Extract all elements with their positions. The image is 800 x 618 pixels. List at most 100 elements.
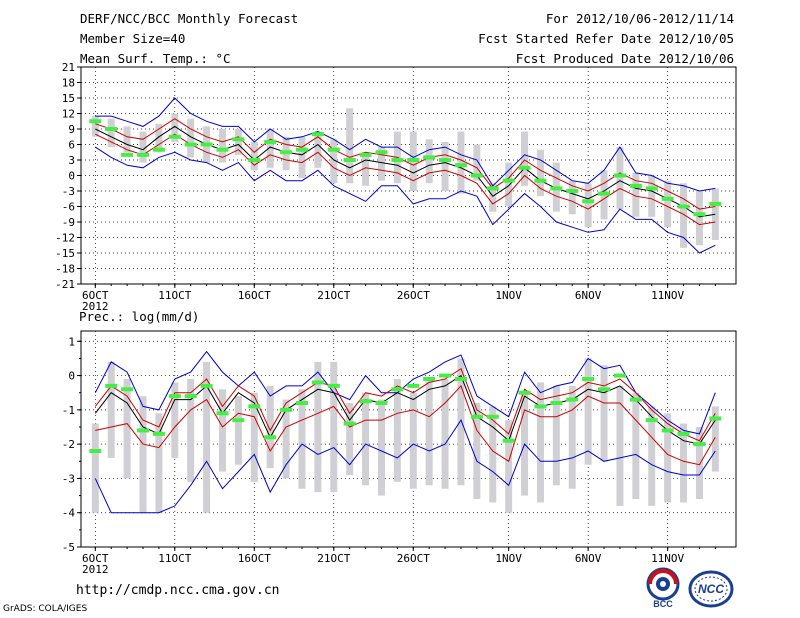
- prec-obs-marker: [311, 380, 324, 385]
- prec-obs-marker: [152, 431, 165, 436]
- temp-obs-marker: [629, 183, 642, 188]
- prec-ensemble-box: [568, 385, 576, 489]
- temp-x-tick-label: 6NOV: [575, 289, 602, 302]
- fcst-started-label: Fcst Started Refer Date 2012/10/05: [478, 31, 734, 46]
- prec-ensemble-box: [457, 358, 465, 486]
- prec-y-tick-label: 1: [68, 335, 75, 348]
- temp-y-tick-label: -3: [62, 185, 75, 198]
- prec-y-tick-label: -4: [62, 507, 76, 520]
- temp-y-tick-label: -21: [55, 278, 75, 291]
- prec-ensemble-box: [536, 382, 544, 503]
- prec-obs-marker: [550, 401, 563, 405]
- prec-obs-marker: [423, 377, 436, 381]
- prec-x-tick-label: 21OCT: [317, 552, 350, 565]
- temp-obs-marker: [407, 158, 420, 162]
- prec-ensemble-box: [330, 361, 338, 493]
- temp-obs-marker: [582, 199, 595, 204]
- temp-ensemble-box: [441, 141, 449, 191]
- prec-min-line: [94, 419, 716, 514]
- temp-obs-marker: [121, 152, 134, 157]
- prec-obs-marker: [677, 431, 690, 436]
- prec-obs-marker: [343, 421, 356, 426]
- temp-y-tick-label: 18: [62, 77, 75, 90]
- prec-obs-marker: [661, 428, 674, 433]
- prec-y-tick-label: 0: [68, 370, 75, 383]
- prec-obs-marker: [629, 397, 642, 402]
- temp-ensemble-box: [680, 183, 688, 248]
- temp-ensemble-box: [171, 113, 179, 142]
- prec-obs-marker: [693, 442, 706, 447]
- temp-obs-marker: [677, 204, 690, 209]
- temp-obs-marker: [343, 158, 356, 162]
- temp-y-tick-label: 0: [68, 170, 75, 183]
- prec-obs-marker: [232, 418, 245, 423]
- prec-x-tick-label: 6NOV: [575, 552, 602, 565]
- temp-y-tick-label: -9: [62, 216, 75, 229]
- prec-obs-marker: [295, 401, 308, 405]
- prec-obs-marker: [439, 373, 452, 378]
- temp-ensemble-box: [250, 141, 258, 171]
- prec-ensemble-box: [584, 358, 592, 465]
- temp-obs-marker: [248, 158, 261, 162]
- temp-min-line: [95, 146, 716, 254]
- prec-obs-marker: [598, 387, 611, 392]
- prec-obs-marker: [582, 377, 595, 381]
- prec-ensemble-box: [393, 379, 401, 482]
- temp-y-tick-label: -12: [55, 232, 75, 245]
- prec-ensemble-box: [314, 361, 322, 493]
- temp-ensemble-box: [187, 118, 195, 158]
- temp-ensemble-box: [377, 147, 385, 181]
- temp-obs-marker: [327, 147, 340, 152]
- member-size-label: Member Size=40: [80, 31, 186, 46]
- prec-max-line: [94, 350, 716, 435]
- temp-obs-marker: [168, 134, 181, 139]
- chart-main-title: DERF/NCC/BCC Monthly Forecast: [80, 11, 299, 26]
- temp-y-tick-label: 21: [62, 61, 75, 74]
- temp-ensemble-box: [664, 180, 672, 228]
- prec-ensemble-box: [203, 361, 211, 513]
- prec-ensemble-box: [250, 392, 258, 482]
- temp-ensemble-box: [330, 139, 338, 184]
- prec-x-tick-label: 26OCT: [397, 552, 430, 565]
- prec-ensemble-box: [377, 399, 385, 496]
- prec-ensemble-box: [680, 423, 688, 503]
- prec-obs-marker: [566, 397, 579, 402]
- temp-ensemble-box: [568, 180, 576, 215]
- temp-obs-marker: [280, 150, 293, 155]
- temp-ensemble-box: [425, 139, 433, 184]
- prec-x-tick-label: 6OCT: [82, 552, 109, 565]
- prec-ensemble-box: [139, 396, 147, 513]
- prec-obs-marker: [200, 383, 213, 388]
- prec-obs-marker: [375, 401, 388, 405]
- temp-y-tick-label: 12: [62, 108, 75, 121]
- temp-x-tick-label: 16OCT: [238, 289, 271, 302]
- prec-ensemble-box: [123, 379, 131, 479]
- header-left: DERF/NCC/BCC Monthly Forecast Member Siz…: [80, 12, 298, 72]
- temp-ensemble-box: [298, 136, 306, 179]
- prec-ensemble-box: [489, 406, 497, 503]
- prec-ensemble-box: [107, 361, 115, 458]
- temp-obs-marker: [534, 178, 547, 183]
- prec-obs-marker: [534, 404, 547, 409]
- prec-chart-title: Prec.: log(mm/d): [79, 309, 199, 324]
- prec-ensemble-box: [171, 382, 179, 458]
- temp-obs-marker: [486, 186, 499, 191]
- ncc-logo-text: NCC: [698, 582, 724, 596]
- prec-x-tick-label: 16OCT: [238, 552, 271, 565]
- prec-obs-marker: [391, 387, 404, 392]
- prec-ensemble-box: [282, 399, 290, 479]
- prec-ensemble-box: [187, 379, 195, 482]
- temp-obs-marker: [375, 150, 388, 155]
- prec-y-tick-label: -1: [62, 404, 75, 417]
- temp-obs-marker: [89, 119, 102, 124]
- prec-obs-marker: [454, 377, 467, 381]
- prec-obs-marker: [105, 383, 118, 388]
- temp-ensemble-box: [536, 149, 544, 197]
- temp-obs-marker: [661, 196, 674, 201]
- temp-obs-marker: [518, 165, 531, 170]
- temp-ensemble-box: [218, 129, 226, 163]
- temp-obs-marker: [423, 155, 436, 160]
- temp-mean-line: [95, 125, 716, 218]
- prec-obs-marker: [137, 428, 150, 433]
